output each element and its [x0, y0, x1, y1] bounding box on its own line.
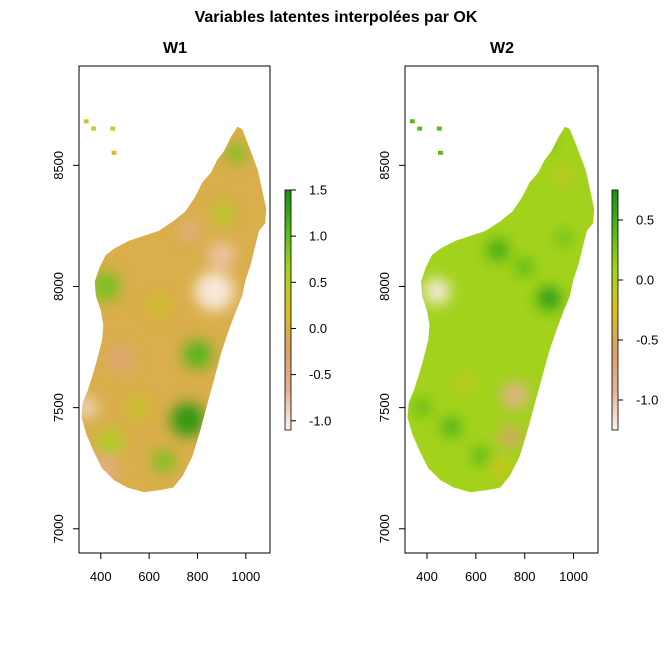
field-blob — [556, 230, 572, 246]
field-blob — [414, 400, 430, 415]
field-blob — [536, 286, 562, 311]
field-blob — [93, 456, 118, 481]
y-tick-label: 7500 — [377, 393, 392, 422]
colorbar-tick-label: -0.5 — [309, 367, 331, 382]
islet — [436, 126, 442, 131]
field-blob — [486, 239, 509, 262]
islet — [417, 126, 423, 131]
x-tick-label: 1000 — [231, 569, 260, 584]
field-blob — [537, 133, 552, 149]
islet — [91, 126, 96, 131]
panel-title-w1: W1 — [163, 40, 187, 57]
x-tick-label: 400 — [90, 569, 112, 584]
x-tick-label: 600 — [465, 569, 487, 584]
field-blob — [472, 447, 490, 465]
islet — [83, 119, 89, 124]
field-blob — [149, 296, 169, 316]
field-blob — [456, 373, 476, 394]
colorbar-tick-label: 0.0 — [309, 321, 327, 336]
islet — [438, 150, 443, 155]
y-tick-label: 7500 — [51, 393, 66, 422]
island-surface — [407, 126, 595, 493]
field-blob — [490, 458, 511, 479]
field-blob — [128, 397, 148, 418]
field-blob — [91, 272, 121, 301]
panel-w2: W2 400 600 800 1000 7000 7500 8000 8500 -1.0 -0.5… — [377, 40, 658, 584]
colorbar-tick-label: 0.5 — [636, 213, 654, 228]
x-tick-label: 1000 — [559, 569, 588, 584]
y-tick-label: 8000 — [51, 272, 66, 301]
panel-w1: W1 400 600 800 1000 7000 7500 8000 8500 -1.0 -0.5… — [51, 40, 331, 584]
figure-title: Variables latentes interpolées par OK — [195, 9, 478, 26]
y-tick-label: 7000 — [377, 514, 392, 543]
x-tick-label: 400 — [416, 569, 438, 584]
colorbar-tick-label: 0.5 — [309, 275, 327, 290]
islet — [409, 119, 415, 124]
colorbar-tick-label: -0.5 — [636, 333, 658, 348]
x-tick-label: 600 — [138, 569, 160, 584]
y-tick-label: 8500 — [51, 151, 66, 180]
y-tick-label: 8500 — [377, 151, 392, 180]
y-tick-label: 7000 — [51, 514, 66, 543]
field-blob — [501, 382, 529, 409]
field-blob — [423, 277, 451, 305]
islet — [110, 126, 116, 131]
field-blob — [516, 258, 534, 276]
field-blob — [152, 450, 175, 472]
field-blob — [208, 241, 235, 269]
field-blob — [556, 170, 572, 185]
field-blob — [499, 425, 522, 448]
field-blob — [183, 339, 212, 369]
colorbar-tick-label: -1.0 — [309, 413, 331, 428]
plot-frame-w1 — [78, 65, 271, 554]
panel-title-w2: W2 — [490, 40, 514, 57]
field-blob — [170, 402, 205, 437]
colorbar-tick-label: -1.0 — [636, 393, 658, 408]
y-tick-label: 8000 — [377, 272, 392, 301]
colorbar — [611, 189, 619, 431]
field-blob — [195, 272, 234, 311]
field-blob — [81, 396, 98, 419]
field-blob — [226, 143, 246, 163]
field-blob — [98, 429, 123, 454]
field-blob — [180, 221, 200, 241]
x-tick-label: 800 — [187, 569, 209, 584]
field-blob — [441, 417, 462, 437]
islet — [111, 150, 117, 155]
field-blob — [106, 345, 134, 373]
plot-frame-w2 — [404, 65, 599, 554]
colorbar-tick-label: 0.0 — [636, 273, 654, 288]
colorbar-tick-label: 1.0 — [309, 229, 327, 244]
colorbar — [284, 189, 292, 431]
colorbar-tick-label: 1.5 — [309, 183, 327, 198]
x-tick-label: 800 — [514, 569, 536, 584]
field-blob — [213, 204, 233, 224]
